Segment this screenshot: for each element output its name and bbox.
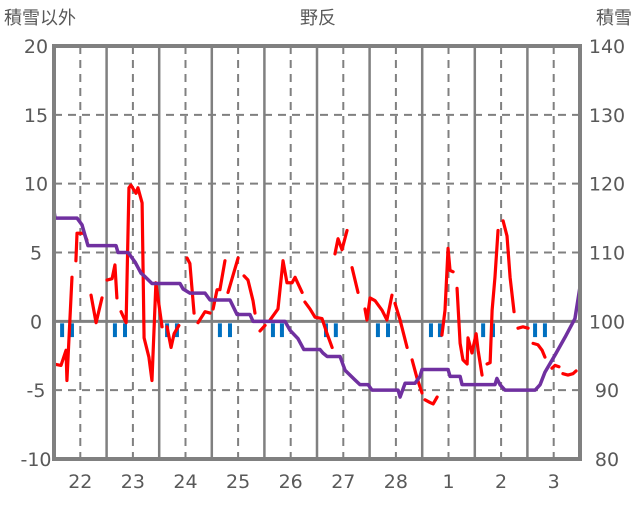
temperature-line-segment — [393, 301, 409, 350]
x-tick-label: 23 — [121, 471, 145, 493]
temperature-line-segment — [550, 363, 561, 370]
snow-depth-line — [52, 210, 582, 399]
bar — [123, 323, 128, 338]
right-tick-label: 140 — [589, 36, 625, 58]
x-tick-label: 25 — [226, 471, 250, 493]
right-tick-label: 120 — [589, 174, 625, 196]
temperature-line-segment — [185, 256, 196, 315]
bar — [333, 323, 338, 338]
bar — [375, 323, 380, 338]
temperature-line-segment — [485, 228, 500, 366]
bar — [217, 323, 222, 338]
temperature-line-segment — [455, 286, 484, 377]
temperature-line-segment — [105, 263, 119, 300]
left-tick-label: -5 — [27, 380, 46, 402]
temperature-line-segment — [52, 275, 74, 383]
bar — [542, 323, 547, 338]
right-tick-label: 110 — [589, 243, 625, 265]
temperature-line-segment — [268, 259, 304, 322]
temperature-line-segment — [165, 323, 181, 350]
x-tick-label: 26 — [279, 471, 303, 493]
bar — [60, 323, 65, 338]
bar — [490, 323, 495, 338]
bar — [386, 323, 391, 338]
left-tick-label: -10 — [20, 449, 51, 471]
right-axis-title: 積雪 — [596, 8, 632, 29]
temperature-line-segment — [242, 274, 257, 315]
temperature-line-segment — [89, 293, 104, 325]
plot-border — [52, 44, 582, 461]
x-tick-label: 1 — [442, 471, 454, 493]
left-tick-label: 5 — [30, 243, 42, 265]
x-tick-label: 28 — [384, 471, 408, 493]
temperature-line-segment — [561, 369, 578, 377]
right-tick-label: 100 — [589, 311, 625, 333]
chart-title: 野反 — [300, 8, 336, 29]
temperature-line-segment — [303, 300, 334, 350]
bar — [112, 323, 117, 338]
bar — [279, 323, 284, 338]
bar — [437, 323, 442, 338]
grid — [54, 45, 580, 460]
temperature-line-segment — [119, 183, 164, 383]
temperature-line-segment — [423, 395, 439, 406]
temperature-line-segment — [226, 256, 240, 295]
temperature-line-segment — [333, 228, 349, 256]
snow-depth-series — [52, 210, 582, 399]
x-tick-label: 27 — [331, 471, 355, 493]
left-tick-label: 0 — [30, 311, 42, 333]
bar — [69, 323, 74, 338]
right-tick-label: 130 — [589, 105, 625, 127]
x-tick-label: 24 — [173, 471, 197, 493]
right-tick-label: 80 — [595, 449, 619, 471]
bar — [481, 323, 486, 338]
left-tick-label: 15 — [24, 105, 48, 127]
right-tick-label: 90 — [595, 380, 619, 402]
x-tick-label: 3 — [548, 471, 560, 493]
bar — [227, 323, 232, 338]
x-tick-label: 2 — [495, 471, 507, 493]
left-tick-label: 10 — [24, 174, 48, 196]
bar — [270, 323, 275, 338]
temperature-line-segment — [531, 341, 547, 359]
temperature-line-segment — [501, 219, 516, 314]
bar — [533, 323, 538, 338]
temperature-line-segment — [350, 266, 360, 295]
temperature-line-segment — [258, 323, 267, 333]
bar — [428, 323, 433, 338]
left-axis-title: 積雪以外 — [4, 8, 76, 29]
temperature-line-segment — [363, 293, 394, 322]
temperature-line-segment — [440, 246, 455, 337]
temperature-line-segment — [196, 310, 212, 325]
x-tick-label: 22 — [68, 471, 92, 493]
left-tick-label: 20 — [24, 36, 48, 58]
temperature-line-segment — [516, 325, 530, 330]
